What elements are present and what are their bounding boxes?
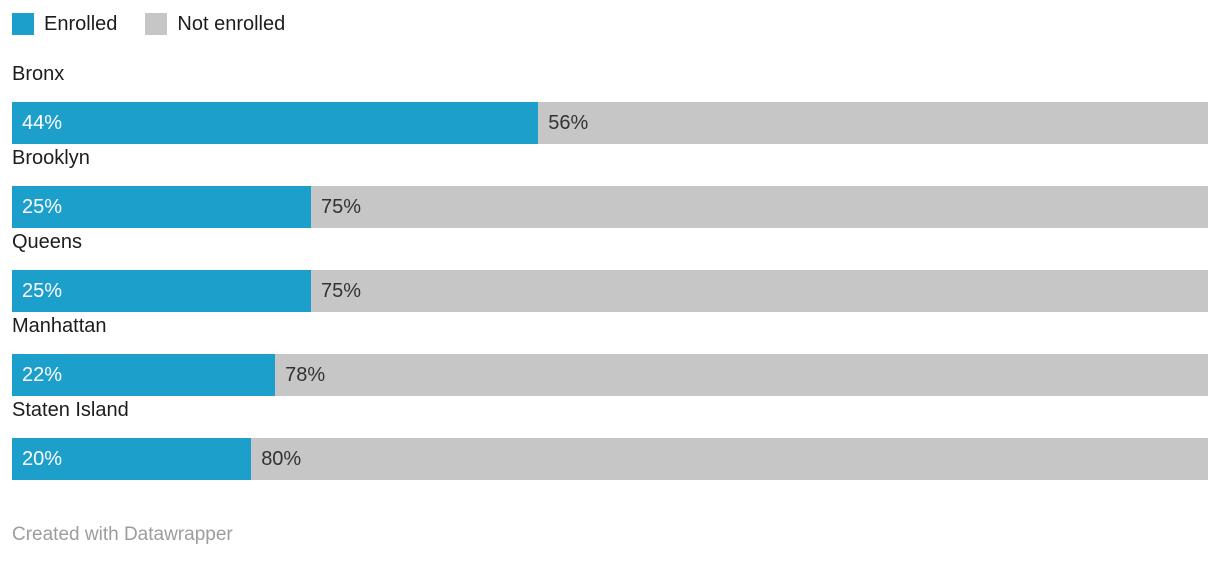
category-label: Bronx	[12, 63, 65, 85]
attribution: Created with Datawrapper	[12, 523, 1208, 547]
category-label: Queens	[12, 231, 83, 253]
stacked-bar: 22% 78%	[12, 354, 1208, 396]
legend-item-enrolled: Enrolled	[12, 13, 117, 35]
legend-swatch-not-enrolled	[145, 13, 168, 35]
attribution-text: Created with Datawrapper	[12, 524, 233, 545]
bar-value-label: 20%	[22, 448, 63, 470]
legend-item-not-enrolled: Not enrolled	[145, 13, 285, 35]
bar-row: Manhattan 22% 78%	[12, 312, 1208, 396]
bar-value-label: 25%	[22, 280, 63, 302]
bar-segment-not-enrolled: 56%	[538, 102, 1208, 144]
bar-row: Bronx 44% 56%	[12, 60, 1208, 144]
bar-segment-not-enrolled: 80%	[251, 438, 1208, 480]
bar-segment-enrolled: 22%	[12, 354, 276, 396]
bar-value-label: 44%	[22, 112, 63, 134]
bar-value-label: 22%	[22, 364, 63, 386]
bar-row: Queens 25% 75%	[12, 228, 1208, 312]
bar-segment-enrolled: 25%	[12, 186, 311, 228]
bar-row: Staten Island 20% 80%	[12, 396, 1208, 480]
stacked-bar: 25% 75%	[12, 186, 1208, 228]
bar-segment-enrolled: 20%	[12, 438, 252, 480]
bar-row: Brooklyn 25% 75%	[12, 144, 1208, 228]
category-label: Manhattan	[12, 315, 107, 337]
bar-segment-not-enrolled: 75%	[311, 186, 1208, 228]
stacked-bar: 44% 56%	[12, 102, 1208, 144]
bar-value-label: 75%	[321, 280, 362, 302]
stacked-bar: 20% 80%	[12, 438, 1208, 480]
bar-rows: Bronx 44% 56% Brooklyn 25% 75% Queens 25% 75% Man…	[12, 60, 1208, 480]
legend-label-not-enrolled: Not enrolled	[177, 13, 286, 35]
legend: Enrolled Not enrolled	[12, 13, 1208, 35]
legend-swatch-enrolled	[12, 13, 34, 35]
bar-value-label: 75%	[321, 196, 362, 218]
bar-segment-enrolled: 25%	[12, 270, 311, 312]
bar-value-label: 25%	[22, 196, 63, 218]
category-label: Staten Island	[12, 399, 129, 421]
bar-segment-not-enrolled: 75%	[311, 270, 1208, 312]
bar-value-label: 56%	[548, 112, 589, 134]
legend-label-enrolled: Enrolled	[44, 13, 118, 35]
bar-segment-enrolled: 44%	[12, 102, 539, 144]
bar-segment-not-enrolled: 78%	[275, 354, 1208, 396]
bar-value-label: 78%	[285, 364, 326, 386]
category-label: Brooklyn	[12, 147, 90, 169]
bar-value-label: 80%	[261, 448, 302, 470]
stacked-bar: 25% 75%	[12, 270, 1208, 312]
